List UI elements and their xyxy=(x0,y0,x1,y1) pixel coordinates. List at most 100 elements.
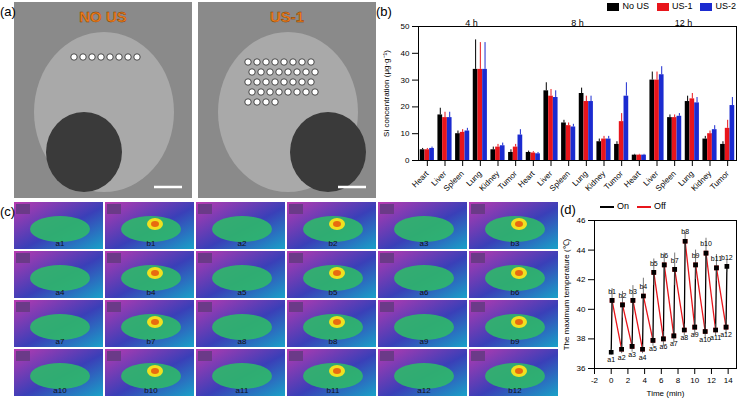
svg-text:a4: a4 xyxy=(56,288,65,297)
svg-text:a2: a2 xyxy=(618,354,626,361)
svg-text:40: 40 xyxy=(577,305,586,314)
svg-text:b6: b6 xyxy=(511,288,520,297)
svg-text:b2: b2 xyxy=(329,239,338,248)
svg-text:b10: b10 xyxy=(700,240,712,247)
svg-text:4 h: 4 h xyxy=(465,18,478,28)
svg-text:Spleen: Spleen xyxy=(548,169,572,193)
svg-text:b5: b5 xyxy=(650,260,658,267)
html-text:(d): (d) xyxy=(560,202,576,217)
svg-text:Time (min): Time (min) xyxy=(647,389,685,398)
svg-text:a8: a8 xyxy=(680,334,688,341)
html-text:US-1: US-1 xyxy=(672,1,693,11)
svg-text:a5: a5 xyxy=(238,288,247,297)
svg-text:b1: b1 xyxy=(608,288,616,295)
svg-text:2: 2 xyxy=(626,376,631,385)
svg-text:b3: b3 xyxy=(629,288,637,295)
svg-text:a2: a2 xyxy=(238,239,247,248)
svg-text:Kidney: Kidney xyxy=(478,169,502,193)
svg-text:Liver: Liver xyxy=(641,169,661,188)
svg-text:a5: a5 xyxy=(649,345,657,352)
svg-text:US-1: US-1 xyxy=(270,8,304,25)
svg-text:a9: a9 xyxy=(691,331,699,338)
html-text:No US: No US xyxy=(622,1,649,11)
svg-text:40: 40 xyxy=(401,49,410,58)
svg-text:Spleen: Spleen xyxy=(654,169,678,193)
svg-text:b11: b11 xyxy=(327,386,340,395)
svg-text:b6: b6 xyxy=(660,252,668,259)
svg-text:a10: a10 xyxy=(53,386,67,395)
svg-text:12: 12 xyxy=(707,376,716,385)
svg-text:a6: a6 xyxy=(660,343,668,350)
svg-text:Lung: Lung xyxy=(570,169,590,189)
svg-text:b9: b9 xyxy=(511,337,520,346)
svg-text:Kidney: Kidney xyxy=(584,169,608,193)
svg-text:a7: a7 xyxy=(56,337,65,346)
svg-text:38: 38 xyxy=(577,334,586,343)
svg-text:Si concentration (μg·g⁻¹): Si concentration (μg·g⁻¹) xyxy=(382,50,391,137)
svg-text:a1: a1 xyxy=(56,239,65,248)
svg-text:Lung: Lung xyxy=(464,169,484,189)
svg-text:8: 8 xyxy=(676,376,681,385)
svg-text:Tumor: Tumor xyxy=(496,169,519,192)
svg-text:4: 4 xyxy=(642,376,647,385)
svg-text:a3: a3 xyxy=(628,351,636,358)
svg-text:b7: b7 xyxy=(147,337,156,346)
svg-text:b1: b1 xyxy=(147,239,156,248)
svg-text:a9: a9 xyxy=(420,337,429,346)
svg-text:NO US: NO US xyxy=(79,8,127,25)
svg-text:50: 50 xyxy=(401,22,410,31)
svg-text:b10: b10 xyxy=(144,386,158,395)
svg-text:b3: b3 xyxy=(511,239,520,248)
svg-text:12 h: 12 h xyxy=(675,18,693,28)
html-text:US-2: US-2 xyxy=(715,1,736,11)
svg-text:Heart: Heart xyxy=(516,169,537,190)
svg-text:a4: a4 xyxy=(639,354,647,361)
svg-text:a7: a7 xyxy=(670,340,678,347)
svg-text:Tumor: Tumor xyxy=(708,169,731,192)
svg-text:8 h: 8 h xyxy=(571,18,584,28)
svg-text:10: 10 xyxy=(690,376,699,385)
svg-text:-2: -2 xyxy=(591,376,599,385)
svg-text:b2: b2 xyxy=(619,292,627,299)
svg-text:6: 6 xyxy=(659,376,664,385)
svg-text:Heart: Heart xyxy=(410,169,431,190)
svg-text:0: 0 xyxy=(609,376,614,385)
svg-text:10: 10 xyxy=(401,129,410,138)
svg-text:b4: b4 xyxy=(147,288,156,297)
svg-text:b4: b4 xyxy=(639,283,647,290)
svg-text:Tumor: Tumor xyxy=(602,169,625,192)
svg-text:42: 42 xyxy=(577,275,586,284)
svg-text:Kidney: Kidney xyxy=(690,169,714,193)
svg-text:b12: b12 xyxy=(721,254,733,261)
svg-text:Liver: Liver xyxy=(535,169,555,188)
html-text:(c): (c) xyxy=(0,204,16,219)
svg-text:36: 36 xyxy=(577,364,586,373)
svg-text:30: 30 xyxy=(401,76,410,85)
svg-text:20: 20 xyxy=(401,102,410,111)
svg-text:Lung: Lung xyxy=(676,169,696,189)
svg-text:b9: b9 xyxy=(692,252,700,259)
svg-text:b8: b8 xyxy=(329,337,338,346)
svg-text:The maximum temperature (℃): The maximum temperature (℃) xyxy=(562,238,571,350)
svg-text:a11: a11 xyxy=(236,386,249,395)
svg-text:a12: a12 xyxy=(417,386,431,395)
html-text:(a): (a) xyxy=(0,4,16,19)
svg-text:b5: b5 xyxy=(329,288,338,297)
svg-text:a1: a1 xyxy=(607,356,615,363)
svg-text:Liver: Liver xyxy=(429,169,449,188)
svg-text:a8: a8 xyxy=(238,337,247,346)
svg-text:46: 46 xyxy=(577,216,586,225)
svg-text:b7: b7 xyxy=(671,257,679,264)
svg-text:a3: a3 xyxy=(420,239,429,248)
svg-text:a12: a12 xyxy=(720,331,732,338)
svg-text:44: 44 xyxy=(577,246,586,255)
html-text:(b): (b) xyxy=(376,4,392,19)
html-text:On: On xyxy=(617,201,629,211)
svg-text:b8: b8 xyxy=(681,228,689,235)
svg-text:14: 14 xyxy=(724,376,733,385)
svg-text:Heart: Heart xyxy=(622,169,643,190)
svg-text:b12: b12 xyxy=(508,386,522,395)
svg-text:Spleen: Spleen xyxy=(442,169,466,193)
svg-text:a6: a6 xyxy=(420,288,429,297)
svg-text:0: 0 xyxy=(405,156,410,165)
